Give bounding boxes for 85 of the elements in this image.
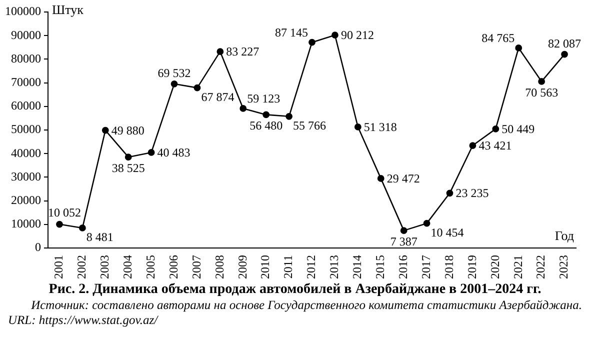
x-tick-label: 2017 — [418, 255, 433, 279]
point — [515, 44, 522, 52]
point — [561, 50, 568, 58]
data-label: 90 212 — [340, 28, 374, 42]
point — [102, 126, 109, 134]
point — [308, 38, 316, 46]
data-label: 70 563 — [525, 85, 558, 100]
data-label: 84 765 — [482, 30, 515, 45]
x-tick-label: 2012 — [304, 255, 318, 279]
data-label: 40 483 — [157, 145, 190, 160]
point — [354, 123, 362, 130]
x-tick-label: 2018 — [442, 255, 456, 279]
y-tick-label: 70000 — [11, 74, 41, 89]
point — [240, 105, 247, 112]
data-label: 23 235 — [456, 186, 489, 200]
x-tick-label: 2020 — [488, 255, 502, 279]
data-label: 67 874 — [201, 90, 234, 104]
y-tick-label: 80000 — [11, 51, 41, 66]
x-tick-label: 2021 — [510, 255, 525, 279]
point — [538, 78, 546, 85]
data-label: 55 766 — [293, 118, 326, 132]
point — [469, 142, 476, 149]
text: URL: https://www.stat.gov.az/ — [7, 313, 160, 328]
data-label: 43 421 — [478, 138, 512, 153]
point — [262, 111, 270, 118]
point — [170, 80, 178, 88]
data-label: 56 480 — [250, 118, 283, 133]
x-tick-label: 2014 — [350, 255, 364, 279]
x-tick-label: 2011 — [281, 255, 296, 279]
y-tick-label: 60000 — [11, 98, 41, 113]
point — [400, 227, 408, 234]
x-tick-label: 2006 — [166, 255, 180, 279]
x-tick-label: 2003 — [98, 255, 112, 279]
point — [423, 220, 430, 227]
point — [286, 112, 292, 120]
data-label: 83 227 — [226, 44, 260, 59]
x-tick-label: 2015 — [373, 255, 388, 279]
x-tick-label: 2023 — [556, 255, 571, 279]
text: Источник: составлено авторами на основе Государственного комитета статистики Азербайджана. — [30, 298, 583, 313]
x-tick-label: 2016 — [396, 255, 410, 279]
x-tick-label: 2007 — [189, 255, 204, 279]
point — [492, 125, 500, 132]
text: Рис. 2. Динамика объема продаж автомобилей в Азербайджане в 2001–2024 гг. — [48, 282, 542, 298]
point — [194, 84, 201, 92]
x-tick-label: 2013 — [327, 255, 342, 279]
point — [148, 149, 155, 156]
x-tick-label: 2019 — [464, 255, 479, 279]
data-label: 82 087 — [548, 36, 582, 50]
x-tick-label: 2004 — [120, 255, 135, 279]
x-axis-title: Год — [554, 228, 574, 243]
x-tick-label: 2022 — [534, 255, 548, 279]
x-tick-label: 2009 — [235, 255, 250, 279]
y-tick-label: 90000 — [11, 28, 41, 42]
data-label: 51 318 — [364, 120, 397, 134]
x-tick-label: 2002 — [74, 255, 89, 279]
data-label: 29 472 — [386, 171, 420, 186]
point — [216, 48, 224, 56]
data-label: 8 481 — [86, 230, 114, 244]
data-label: 87 145 — [275, 25, 308, 40]
data-label: 7 387 — [390, 234, 418, 249]
x-tick-label: 2008 — [212, 255, 226, 279]
y-tick-label: 30000 — [11, 169, 41, 184]
point — [124, 154, 132, 161]
data-label: 50 449 — [502, 122, 535, 136]
data-label: 69 532 — [158, 66, 191, 80]
y-tick-label: 20000 — [11, 192, 41, 207]
data-label: 59 123 — [247, 91, 280, 106]
data-label: 10 454 — [430, 225, 464, 240]
point — [377, 174, 384, 182]
y-tick-label: 100000 — [5, 4, 41, 18]
y-tick-label: 40000 — [11, 146, 41, 160]
point — [56, 220, 63, 228]
point — [332, 32, 338, 39]
x-tick-label: 2005 — [143, 255, 158, 279]
x-tick-label: 2001 — [52, 255, 66, 279]
data-label: 38 525 — [112, 161, 145, 176]
data-label: 10 052 — [48, 205, 81, 220]
x-tick-label: 2010 — [258, 255, 272, 279]
y-tick-label: 0 — [35, 240, 41, 254]
y-tick-label: 50000 — [11, 122, 41, 136]
y-axis-title: Штук — [52, 2, 84, 17]
y-tick-label: 10000 — [11, 216, 41, 231]
data-label: 49 880 — [111, 123, 144, 138]
point — [78, 224, 86, 232]
point — [446, 190, 454, 197]
